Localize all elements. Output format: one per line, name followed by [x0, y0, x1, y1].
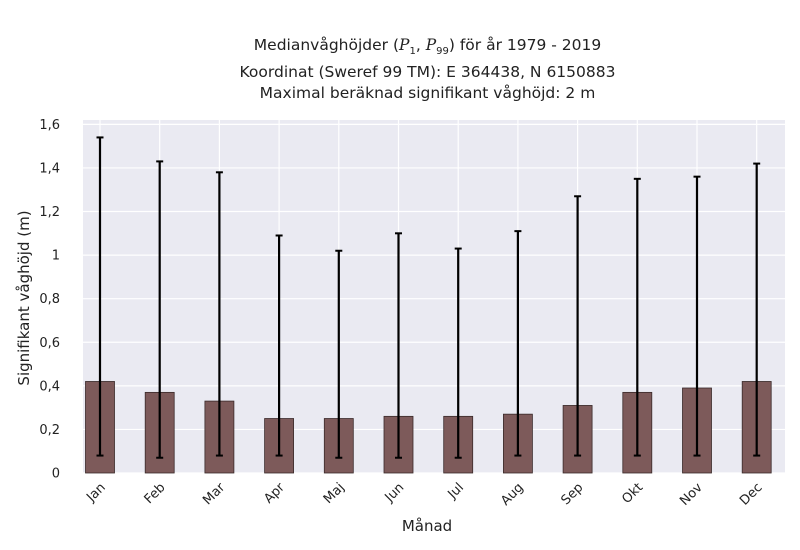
x-axis-label: Månad — [402, 517, 452, 535]
error-bar-aug — [514, 230, 522, 457]
x-tick-label: Apr — [261, 480, 288, 507]
x-tick-label: Aug — [498, 480, 527, 509]
x-tick-label: Dec — [737, 480, 765, 508]
x-tick-label: Sep — [558, 480, 586, 508]
chart-title-line-2: Koordinat (Sweref 99 TM): E 364438, N 61… — [239, 63, 616, 82]
x-tick-label: Okt — [619, 480, 646, 507]
y-tick-label: 0 — [52, 467, 60, 482]
y-tick-label: 1 — [52, 249, 60, 264]
x-tick-label: Jul — [445, 480, 467, 502]
chart-title-line-3: Maximal beräknad signifikant våghöjd: 2 … — [259, 84, 596, 103]
x-tick-label: Feb — [142, 480, 169, 507]
error-bar-jun — [395, 232, 402, 459]
y-tick-label: 0,2 — [39, 423, 60, 438]
error-bar-feb — [156, 160, 164, 459]
plot-area — [83, 120, 785, 473]
y-axis-label: Signifikant våghöjd (m) — [15, 210, 33, 385]
x-tick-label: Mar — [200, 480, 228, 508]
chart-title-line-1: Medianvåghöjder (P1, P99) för år 1979 - … — [253, 36, 602, 58]
chart-title: Medianvåghöjder (P1, P99) för år 1979 - … — [55, 35, 800, 104]
error-bars — [96, 136, 761, 459]
error-bar-dec — [753, 162, 761, 457]
x-axis-ticks: Jan Feb Mar Apr Maj Jun Jul Aug Sep Okt Nov Dec — [83, 480, 765, 509]
x-tick-label: Jun — [382, 480, 408, 506]
error-bar-jan — [96, 136, 104, 457]
y-tick-label: 1,4 — [39, 161, 60, 176]
error-bar-sep — [574, 195, 582, 457]
error-bar-okt — [633, 177, 641, 457]
error-bar-apr — [275, 234, 283, 457]
y-axis-ticks: 0 0,2 0,4 0,6 0,8 1 1,2 1,4 1,6 — [39, 118, 60, 482]
error-bar-mar — [215, 171, 223, 457]
error-bar-jul — [454, 247, 462, 459]
y-tick-label: 0,8 — [39, 292, 60, 307]
x-tick-label: Jan — [83, 480, 108, 505]
y-tick-label: 1,2 — [39, 205, 60, 220]
y-tick-label: 1,6 — [39, 118, 60, 133]
y-tick-label: 0,6 — [39, 336, 60, 351]
x-tick-label: Nov — [677, 480, 706, 509]
error-bar-maj — [335, 249, 343, 459]
x-tick-label: Maj — [321, 480, 348, 507]
error-bar-nov — [693, 175, 701, 457]
y-tick-label: 0,4 — [39, 379, 60, 394]
